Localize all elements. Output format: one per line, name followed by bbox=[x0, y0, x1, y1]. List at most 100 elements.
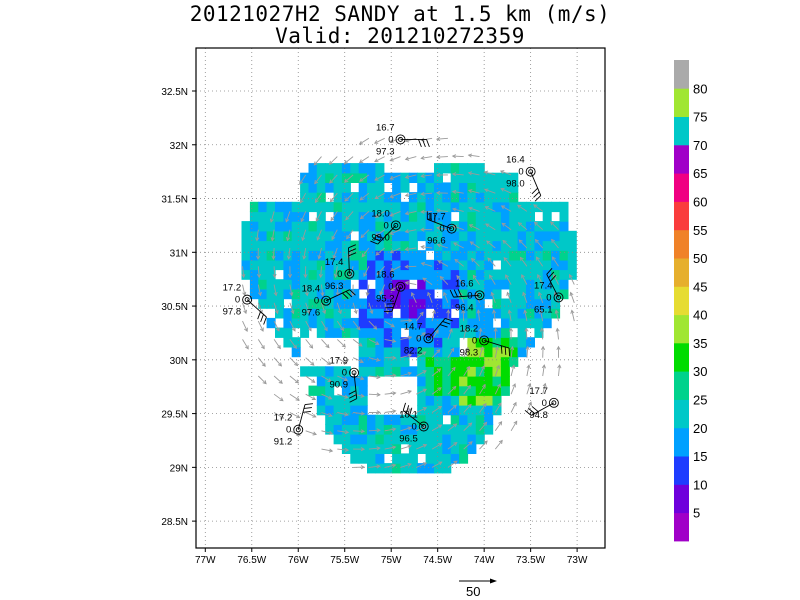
wind-speed-cell bbox=[400, 288, 410, 300]
wind-speed-cell bbox=[392, 424, 402, 435]
wind-speed-cell bbox=[408, 453, 418, 464]
wind-speed-cell bbox=[341, 182, 351, 193]
wind-speed-cell bbox=[425, 366, 435, 377]
wind-vector-head bbox=[407, 353, 413, 358]
wind-vector-head bbox=[326, 361, 331, 366]
station-circle bbox=[479, 335, 490, 346]
wind-barb-flag bbox=[531, 406, 539, 412]
wind-speed-cell bbox=[367, 317, 376, 329]
wind-vector-head bbox=[482, 402, 487, 408]
wind-vector bbox=[400, 336, 412, 340]
wind-speed-cell bbox=[434, 259, 443, 271]
lat-tick-label: 31.5N bbox=[161, 195, 188, 206]
wind-vector-head bbox=[487, 257, 492, 262]
wind-vector-head bbox=[436, 226, 441, 231]
wind-speed-cell bbox=[559, 221, 569, 232]
wind-vector bbox=[437, 227, 448, 231]
colorbar-segment bbox=[674, 371, 689, 400]
wind-speed-cell bbox=[500, 385, 510, 396]
wind-vector-head bbox=[278, 379, 283, 384]
wind-vector bbox=[536, 256, 544, 267]
wind-speed-cell bbox=[275, 308, 284, 319]
wind-speed-cell bbox=[283, 259, 293, 271]
wind-speed-cell bbox=[542, 288, 552, 300]
wind-speed-cell bbox=[425, 317, 435, 329]
wind-speed-cell bbox=[266, 269, 276, 280]
wind-vector bbox=[368, 429, 380, 432]
wind-speed-cell bbox=[450, 279, 460, 290]
wind-vector-head bbox=[434, 329, 439, 334]
wind-vector bbox=[471, 258, 480, 267]
wind-speed-cell bbox=[367, 182, 376, 193]
station-dewpoint: 0 bbox=[472, 335, 477, 346]
wind-vector bbox=[421, 246, 433, 249]
wind-speed-cell bbox=[350, 414, 360, 425]
wind-speed-cell bbox=[266, 240, 276, 251]
wind-vector-head bbox=[341, 343, 346, 348]
wind-vector bbox=[374, 192, 385, 199]
wind-speed-cell bbox=[500, 182, 510, 193]
wind-speed-cell bbox=[325, 327, 335, 338]
wind-vector-head bbox=[404, 193, 410, 198]
colorbar-label: 20 bbox=[693, 421, 707, 436]
wind-speed-cell bbox=[241, 221, 251, 232]
wind-vector bbox=[438, 260, 449, 267]
wind-vector bbox=[384, 374, 396, 377]
wind-speed-cell bbox=[459, 259, 469, 271]
wind-speed-cell bbox=[316, 279, 326, 290]
lat-tick-label: 32.5N bbox=[161, 87, 188, 98]
wind-speed-cell bbox=[434, 376, 443, 387]
wind-speed-cell bbox=[241, 269, 251, 280]
wind-vector bbox=[288, 247, 291, 259]
wind-speed-cell bbox=[408, 308, 418, 319]
wind-speed-cell bbox=[484, 385, 494, 396]
wind-vector bbox=[329, 174, 338, 184]
wind-speed-cell bbox=[325, 240, 335, 251]
wind-speed-cell bbox=[358, 308, 368, 319]
wind-speed-cell bbox=[308, 221, 318, 232]
wind-vector-head bbox=[438, 443, 443, 447]
wind-speed-cell bbox=[350, 434, 360, 445]
wind-speed-cell bbox=[450, 385, 460, 396]
wind-barb-flag bbox=[405, 405, 410, 414]
wind-speed-cell bbox=[567, 250, 577, 261]
wind-vector-head bbox=[527, 382, 532, 388]
wind-speed-cell bbox=[442, 269, 452, 280]
wind-speed-cell bbox=[358, 376, 368, 387]
wind-speed-cell bbox=[434, 221, 443, 232]
wind-speed-cell bbox=[375, 298, 385, 309]
wind-speed-cell bbox=[308, 279, 318, 290]
wind-speed-cell bbox=[467, 443, 477, 454]
wind-speed-cell bbox=[467, 317, 477, 329]
wind-speed-cell bbox=[459, 414, 469, 425]
wind-speed-cell bbox=[417, 298, 427, 309]
wind-vector-head bbox=[365, 291, 370, 297]
wind-vector bbox=[416, 332, 426, 340]
wind-speed-cell bbox=[325, 201, 335, 213]
wind-speed-cell bbox=[475, 395, 485, 406]
wind-vector bbox=[411, 292, 417, 303]
wind-speed-cell bbox=[316, 385, 326, 396]
wind-vector bbox=[473, 275, 480, 285]
wind-vector bbox=[400, 354, 412, 359]
wind-vector-head bbox=[241, 273, 246, 279]
wind-vector bbox=[506, 292, 512, 303]
wind-speed-cell bbox=[442, 192, 452, 203]
wind-vector bbox=[484, 171, 496, 176]
wind-speed-cell bbox=[367, 240, 376, 251]
wind-vector-head bbox=[330, 216, 335, 222]
wind-speed-cell bbox=[392, 240, 402, 251]
wind-speed-cell bbox=[383, 434, 393, 445]
station-dot bbox=[398, 284, 403, 290]
wind-speed-cell bbox=[442, 463, 452, 474]
colorbar-segment bbox=[674, 88, 689, 117]
wind-vector-head bbox=[483, 170, 489, 175]
wind-speed-cell bbox=[517, 346, 527, 358]
wind-vector bbox=[436, 156, 448, 158]
wind-speed-cell bbox=[450, 230, 460, 242]
wind-speed-cell bbox=[400, 230, 410, 242]
wind-speed-cell bbox=[308, 230, 318, 242]
wind-vector-head bbox=[494, 345, 499, 351]
